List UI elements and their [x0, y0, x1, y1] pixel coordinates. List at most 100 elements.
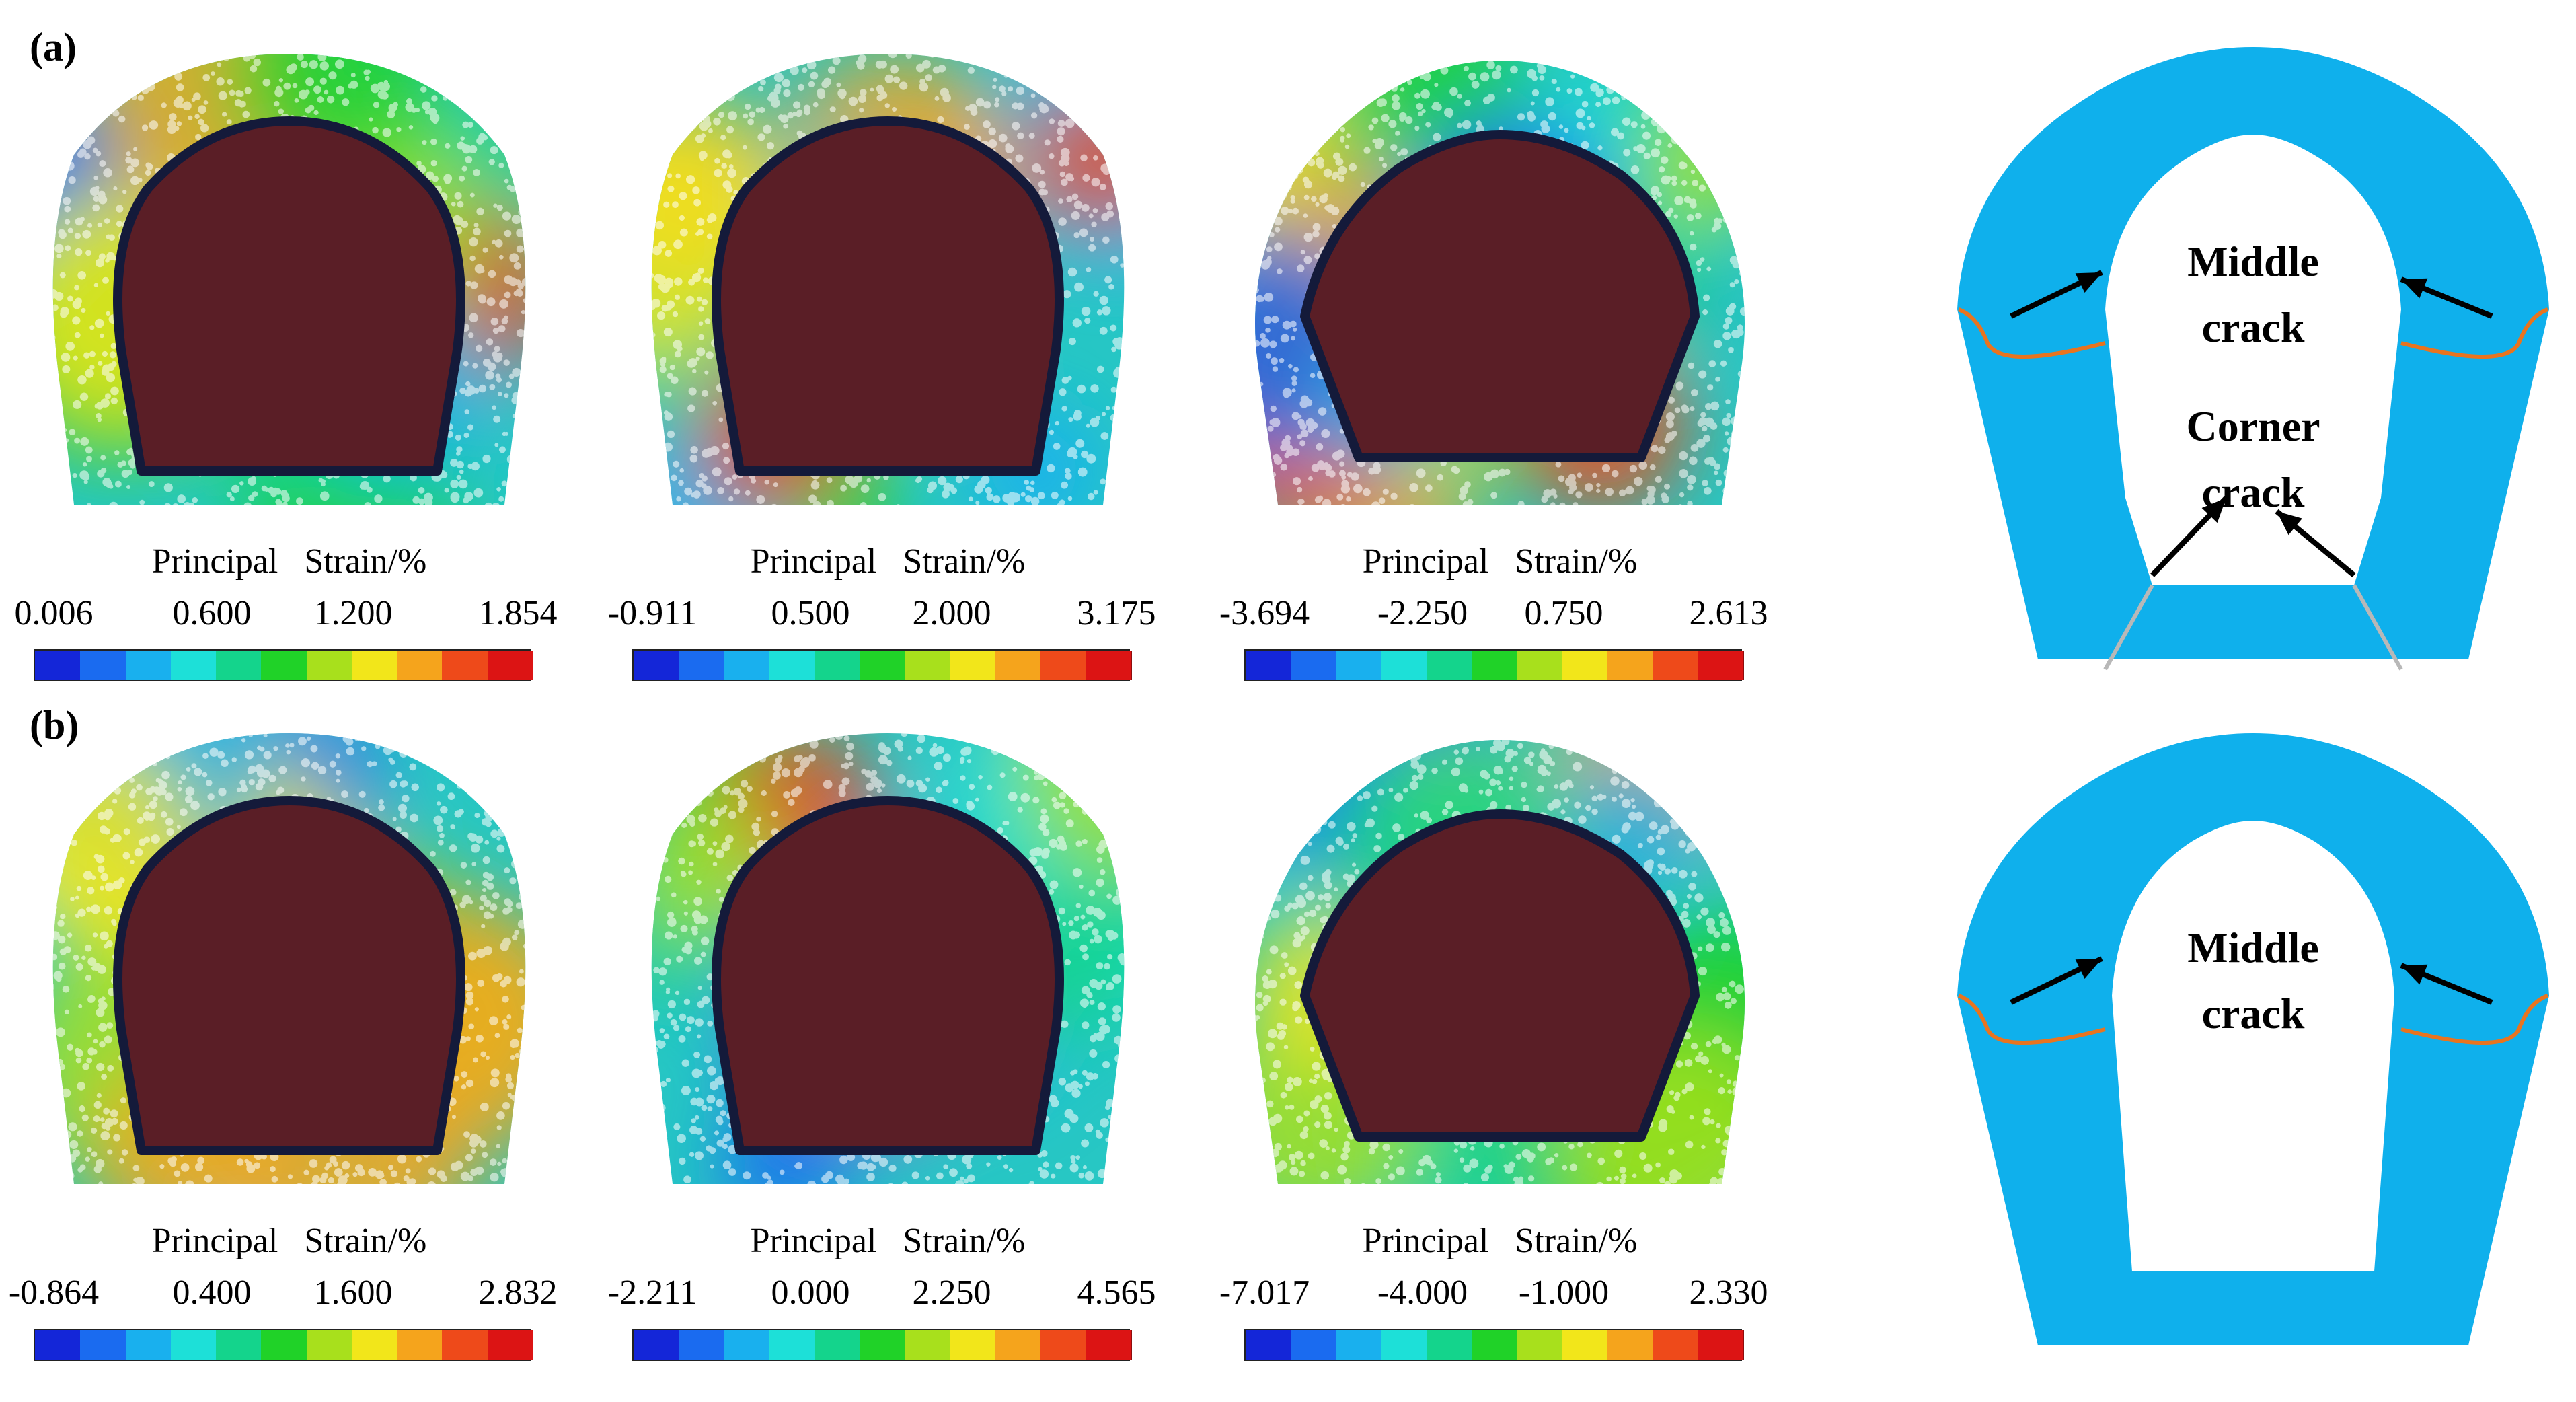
arrow-right-middle	[2400, 276, 2493, 319]
colorbar-segment	[995, 1330, 1042, 1360]
colorbar-segment	[769, 1330, 816, 1360]
colorbar-segment	[35, 1330, 81, 1360]
colorbar-title: Principal Strain/%	[151, 542, 427, 581]
arrow-left-corner	[2150, 496, 2228, 577]
tunnel-cavity	[113, 116, 465, 476]
colorbar-tick-label: 0.400	[172, 1274, 252, 1312]
colorbar-segment	[261, 651, 307, 680]
tunnel-cavity	[1300, 130, 1700, 462]
right-corner-crack	[2352, 584, 2403, 671]
colorbar-segment	[634, 1330, 680, 1360]
colorbar-segment	[397, 1330, 443, 1360]
colorbar-segment	[1607, 1330, 1654, 1360]
colorbar-tick-label: 0.600	[172, 594, 252, 632]
colorbar-tick-label: 2.613	[1689, 594, 1768, 632]
colorbar-segment	[1291, 651, 1337, 680]
colorbar-tick-label: 2.330	[1689, 1274, 1768, 1312]
colorbar-tick-label: 0.500	[771, 594, 850, 632]
colorbar-tick-label: -4.000	[1377, 1274, 1468, 1312]
strain-field-image	[52, 54, 526, 505]
colorbar-segment	[815, 1330, 861, 1360]
colorbar-tick-label: 4.565	[1077, 1274, 1156, 1312]
tunnel-lining	[1957, 47, 2549, 659]
row-label-b: (b)	[30, 703, 79, 747]
colorbar-segment	[1040, 1330, 1087, 1360]
colorbar	[632, 1329, 1132, 1361]
arrow-left-middle	[2010, 270, 2103, 319]
colorbar-segment	[1472, 1330, 1518, 1360]
colorbar-segment	[1698, 651, 1744, 680]
colorbar-tick-label: -7.017	[1219, 1274, 1310, 1312]
arrow-right-corner	[2275, 509, 2356, 578]
colorbar-segment	[216, 1330, 262, 1360]
colorbar	[34, 1329, 533, 1361]
tunnel-cavity	[712, 796, 1064, 1155]
colorbar-segment	[1653, 1330, 1699, 1360]
colorbar-segment	[1698, 1330, 1744, 1360]
colorbar-segment	[125, 651, 172, 680]
schematic-label-crack: crack	[2201, 303, 2305, 351]
colorbar-tick-label: 2.250	[912, 1274, 991, 1312]
strain-panel-b-2: Principal Strain/% -2.211 0.000 2.250 4.565	[608, 720, 1164, 1399]
colorbar-segment	[679, 651, 725, 680]
colorbar-segment	[306, 1330, 352, 1360]
colorbar-segment	[170, 651, 217, 680]
strain-field-image	[651, 54, 1125, 505]
strain-field-image	[1255, 740, 1745, 1184]
colorbar-segment	[1472, 651, 1518, 680]
colorbar-tick-labels: -7.017 -4.000 -1.000 2.330	[1219, 1273, 1776, 1313]
colorbar-segment	[950, 1330, 997, 1360]
colorbar-segment	[487, 651, 533, 680]
colorbar-tick-label: -1.000	[1518, 1274, 1609, 1312]
colorbar-segment	[216, 651, 262, 680]
colorbar-segment	[125, 1330, 172, 1360]
colorbar-tick-label: 0.000	[771, 1274, 850, 1312]
tunnel-lining	[1957, 733, 2549, 1345]
colorbar-segment	[1086, 1330, 1132, 1360]
colorbar-tick-label: 0.006	[14, 594, 93, 632]
colorbar-tick-label: 1.200	[313, 594, 393, 632]
left-corner-crack	[2103, 584, 2154, 671]
colorbar-tick-label: -0.911	[607, 594, 697, 632]
colorbar-segment	[995, 651, 1042, 680]
colorbar-tick-labels: -2.211 0.000 2.250 4.565	[608, 1273, 1164, 1313]
colorbar-tick-label: -3.694	[1219, 594, 1310, 632]
tunnel-cavity	[1300, 809, 1700, 1142]
schematic-label-middle: Middle	[2187, 924, 2319, 971]
colorbar-segment	[724, 651, 770, 680]
right-middle-crack	[2400, 307, 2549, 359]
lining-schematic	[1957, 733, 2549, 1345]
colorbar	[1244, 649, 1744, 681]
colorbar	[632, 649, 1132, 681]
colorbar-tick-labels: 0.006 0.600 1.200 1.854	[13, 593, 565, 634]
strain-panel-b-3: Principal Strain/% -7.017 -4.000 -1.000 2.33…	[1219, 720, 1776, 1399]
colorbar-segment	[634, 651, 680, 680]
colorbar	[1244, 1329, 1744, 1361]
strain-field-image	[651, 733, 1125, 1184]
schematic-label-crack: crack	[2201, 990, 2305, 1037]
strain-panel-a-1: Principal Strain/% 0.006 0.600 1.200 1.854	[13, 40, 565, 720]
colorbar-segment	[170, 1330, 217, 1360]
arrow-left-middle	[2010, 956, 2103, 1005]
schematic-label-corner-crack: crack	[2201, 468, 2305, 516]
colorbar-segment	[35, 651, 81, 680]
colorbar-segment	[351, 651, 398, 680]
colorbar-segment	[80, 651, 126, 680]
arrow-right-middle	[2400, 963, 2493, 1005]
colorbar-segment	[306, 651, 352, 680]
strain-panel-a-2: Principal Strain/% -0.911 0.500 2.000 3.175	[608, 40, 1164, 720]
lining-schematic	[1957, 47, 2549, 671]
colorbar-tick-label: -2.211	[607, 1274, 697, 1312]
colorbar-segment	[1562, 1330, 1609, 1360]
colorbar-segment	[1381, 651, 1428, 680]
colorbar-segment	[769, 651, 816, 680]
colorbar-segment	[442, 1330, 488, 1360]
colorbar-segment	[80, 1330, 126, 1360]
colorbar-segment	[1517, 651, 1563, 680]
schematic-label-corner: Corner	[2186, 402, 2320, 450]
colorbar-segment	[1427, 1330, 1473, 1360]
colorbar-title: Principal Strain/%	[750, 1222, 1026, 1260]
right-middle-crack	[2400, 994, 2549, 1045]
colorbar-segment	[351, 1330, 398, 1360]
